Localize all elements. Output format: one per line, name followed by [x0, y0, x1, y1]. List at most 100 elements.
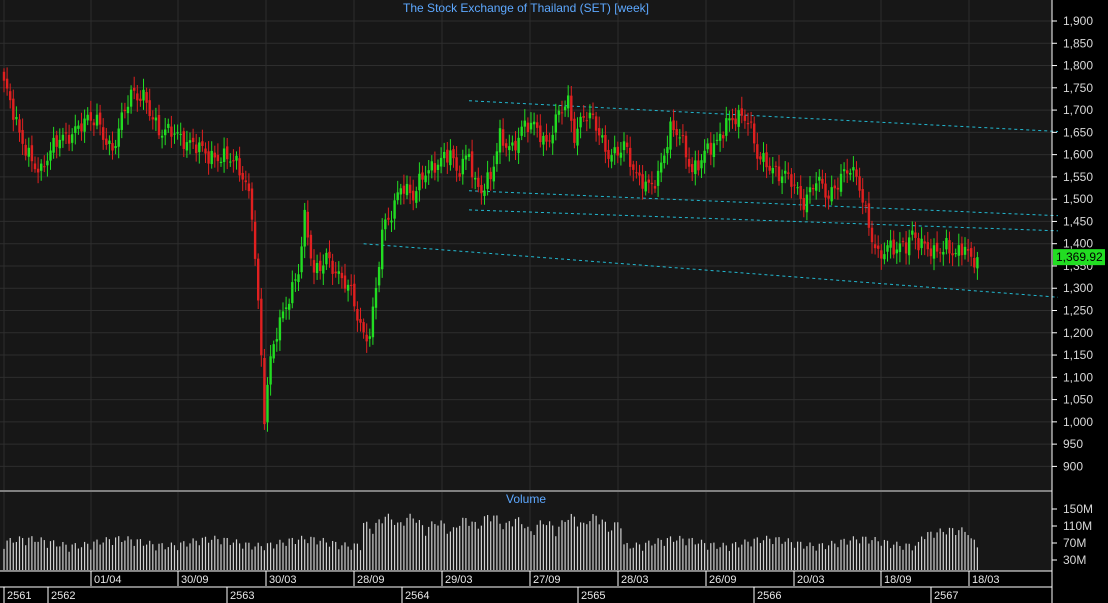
year-tick-label: 2564 [405, 590, 429, 602]
candle-body [864, 205, 867, 207]
volume-bar [741, 544, 743, 570]
volume-bar [105, 537, 107, 570]
volume-bar [722, 542, 724, 570]
volume-bar [710, 543, 712, 570]
candle-body [102, 127, 105, 140]
candle-body [492, 166, 495, 182]
volume-bar [626, 542, 628, 570]
volume-bar [146, 544, 148, 570]
volume-bar [90, 549, 92, 570]
volume-bar [208, 542, 210, 570]
volume-bar [403, 525, 405, 570]
candle-body [226, 146, 229, 160]
candle-body [743, 115, 747, 121]
volume-bar [713, 542, 715, 570]
price-tick-label: 1,700 [1063, 103, 1093, 117]
candle-body [616, 146, 619, 156]
volume-bar [496, 515, 498, 570]
candle-body [306, 211, 309, 238]
volume-bar [772, 544, 774, 570]
price-panel [0, 0, 1052, 490]
volume-bar [270, 542, 272, 570]
candle-body [501, 129, 505, 146]
volume-bar [12, 542, 14, 570]
candle-body [973, 257, 976, 268]
candle-body [700, 160, 703, 169]
volume-bar [533, 534, 535, 570]
volume-bar [769, 538, 771, 570]
date-tick-label: 30/09 [181, 574, 209, 586]
candle-body [787, 172, 790, 174]
volume-bar [564, 521, 566, 570]
volume-bar [964, 531, 966, 570]
candle-body [195, 144, 198, 154]
candle-body [722, 135, 725, 139]
volume-bar [235, 539, 238, 570]
volume-bar [614, 522, 616, 570]
candle-body [821, 178, 824, 184]
candle-body [337, 271, 340, 274]
volume-bar [375, 522, 377, 570]
volume-bar [121, 542, 123, 570]
volume-bar [834, 543, 836, 570]
volume-bar [201, 537, 203, 570]
volume-bar [828, 545, 830, 570]
volume-bar [164, 549, 166, 570]
candle-body [725, 118, 728, 136]
volume-bar [883, 539, 885, 570]
volume-bar [452, 527, 455, 570]
volume-bar [793, 547, 796, 570]
price-tick-label: 1,200 [1063, 326, 1093, 340]
candle-body [790, 174, 793, 187]
volume-bar [87, 543, 89, 570]
candle-body [867, 203, 871, 228]
candle-body [266, 384, 269, 423]
candle-body [222, 148, 226, 162]
volume-bar [93, 541, 95, 570]
volume-bar [766, 535, 768, 570]
volume-bar [285, 545, 287, 570]
volume-bar [124, 540, 126, 570]
date-tick-label: 26/09 [709, 574, 737, 586]
candle-body [405, 183, 409, 196]
candle-body [210, 150, 213, 165]
candle-body [858, 176, 861, 191]
volume-bar [307, 543, 309, 570]
candle-body [18, 119, 21, 133]
volume-bar [313, 537, 315, 570]
price-tick-label: 1,300 [1063, 281, 1093, 295]
volume-bar [266, 543, 269, 570]
candle-body [15, 117, 18, 120]
candle-body [446, 149, 449, 163]
candle-body [49, 150, 52, 161]
candle-body [802, 197, 805, 210]
candle-body [480, 185, 483, 194]
volume-bar [229, 544, 231, 570]
candle-body [591, 113, 595, 116]
candle-body [932, 245, 936, 259]
volume-bar [431, 521, 433, 570]
candle-body [350, 284, 353, 286]
volume-bar [192, 538, 194, 570]
candle-body [167, 123, 170, 128]
candle-body [24, 144, 27, 156]
candle-body [74, 126, 77, 133]
volume-bar [728, 550, 730, 570]
candle-body [275, 339, 278, 342]
volume-bar [37, 541, 39, 570]
candle-body [98, 112, 102, 125]
candle-body [415, 191, 418, 203]
candle-body [247, 183, 251, 192]
volume-bar [511, 526, 513, 570]
volume-bar [669, 536, 672, 570]
candle-body [464, 155, 468, 160]
candle-body [669, 121, 672, 150]
candle-body [749, 121, 753, 123]
candle-body [204, 148, 207, 154]
volume-bar [68, 551, 70, 570]
candle-body [892, 239, 895, 255]
price-tick-label: 900 [1063, 459, 1083, 473]
volume-bar [759, 543, 761, 570]
volume-bar [487, 515, 489, 570]
